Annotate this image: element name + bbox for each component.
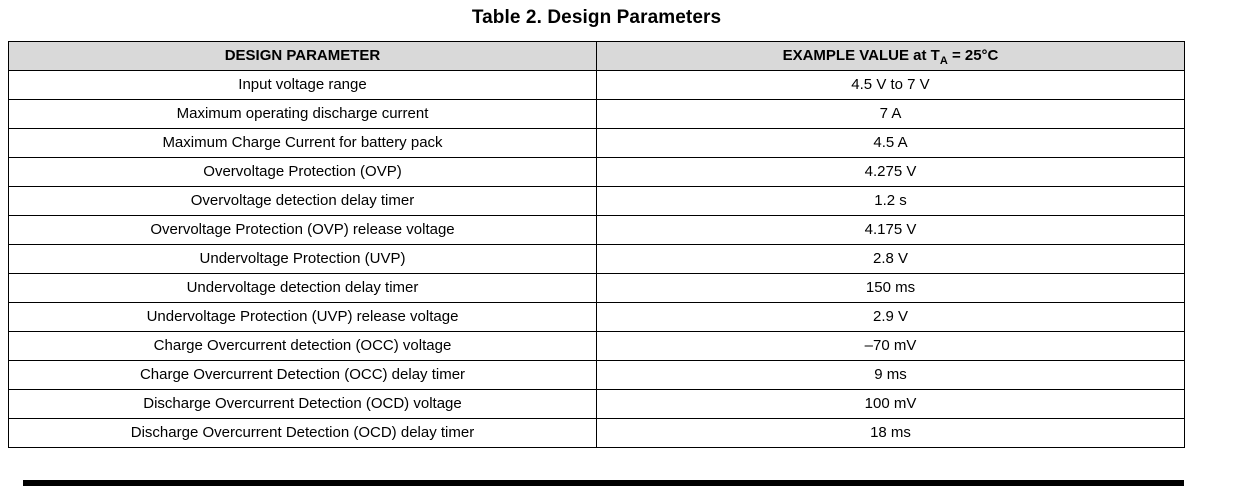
table-row: Maximum operating discharge current 7 A xyxy=(8,99,1185,129)
column-header-example-value: EXAMPLE VALUE at TA = 25°C xyxy=(596,41,1185,71)
table-header-row: DESIGN PARAMETER EXAMPLE VALUE at TA = 2… xyxy=(8,41,1185,71)
param-cell: Overvoltage detection delay timer xyxy=(8,186,597,216)
param-cell: Undervoltage Protection (UVP) release vo… xyxy=(8,302,597,332)
table-row: Charge Overcurrent Detection (OCC) delay… xyxy=(8,360,1185,390)
param-cell: Maximum operating discharge current xyxy=(8,99,597,129)
value-cell: 7 A xyxy=(596,99,1185,129)
table-row: Overvoltage detection delay timer 1.2 s xyxy=(8,186,1185,216)
table-title: Table 2. Design Parameters xyxy=(471,7,722,28)
param-cell: Overvoltage Protection (OVP) xyxy=(8,157,597,187)
value-cell: 2.9 V xyxy=(596,302,1185,332)
value-cell: 4.175 V xyxy=(596,215,1185,245)
param-cell: Overvoltage Protection (OVP) release vol… xyxy=(8,215,597,245)
param-cell: Charge Overcurrent Detection (OCC) delay… xyxy=(8,360,597,390)
param-cell: Charge Overcurrent detection (OCC) volta… xyxy=(8,331,597,361)
value-cell: –70 mV xyxy=(596,331,1185,361)
value-cell: 4.275 V xyxy=(596,157,1185,187)
value-cell: 4.5 V to 7 V xyxy=(596,70,1185,100)
value-header-suffix: = 25°C xyxy=(947,46,999,64)
param-cell: Discharge Overcurrent Detection (OCD) de… xyxy=(8,418,597,448)
value-cell: 1.2 s xyxy=(596,186,1185,216)
param-cell: Undervoltage detection delay timer xyxy=(8,273,597,303)
value-cell: 2.8 V xyxy=(596,244,1185,274)
table-row: Maximum Charge Current for battery pack … xyxy=(8,128,1185,158)
value-cell: 9 ms xyxy=(596,360,1185,390)
value-cell: 4.5 A xyxy=(596,128,1185,158)
table-row: Overvoltage Protection (OVP) 4.275 V xyxy=(8,157,1185,187)
param-cell: Discharge Overcurrent Detection (OCD) vo… xyxy=(8,389,597,419)
table-row: Undervoltage Protection (UVP) release vo… xyxy=(8,302,1185,332)
design-parameters-table: DESIGN PARAMETER EXAMPLE VALUE at TA = 2… xyxy=(8,41,1185,448)
value-cell: 100 mV xyxy=(596,389,1185,419)
table-row: Overvoltage Protection (OVP) release vol… xyxy=(8,215,1185,245)
table-row: Undervoltage Protection (UVP) 2.8 V xyxy=(8,244,1185,274)
value-header-subscript: A xyxy=(939,54,948,67)
param-cell: Undervoltage Protection (UVP) xyxy=(8,244,597,274)
value-cell: 18 ms xyxy=(596,418,1185,448)
table-row: Input voltage range 4.5 V to 7 V xyxy=(8,70,1185,100)
value-header-prefix: EXAMPLE VALUE at T xyxy=(782,46,940,64)
param-cell: Maximum Charge Current for battery pack xyxy=(8,128,597,158)
footer-rule xyxy=(23,480,1184,486)
column-header-design-parameter: DESIGN PARAMETER xyxy=(8,41,597,71)
value-cell: 150 ms xyxy=(596,273,1185,303)
table-row: Undervoltage detection delay timer 150 m… xyxy=(8,273,1185,303)
table-row: Discharge Overcurrent Detection (OCD) vo… xyxy=(8,389,1185,419)
table-row: Charge Overcurrent detection (OCC) volta… xyxy=(8,331,1185,361)
table-row: Discharge Overcurrent Detection (OCD) de… xyxy=(8,418,1185,448)
param-cell: Input voltage range xyxy=(8,70,597,100)
